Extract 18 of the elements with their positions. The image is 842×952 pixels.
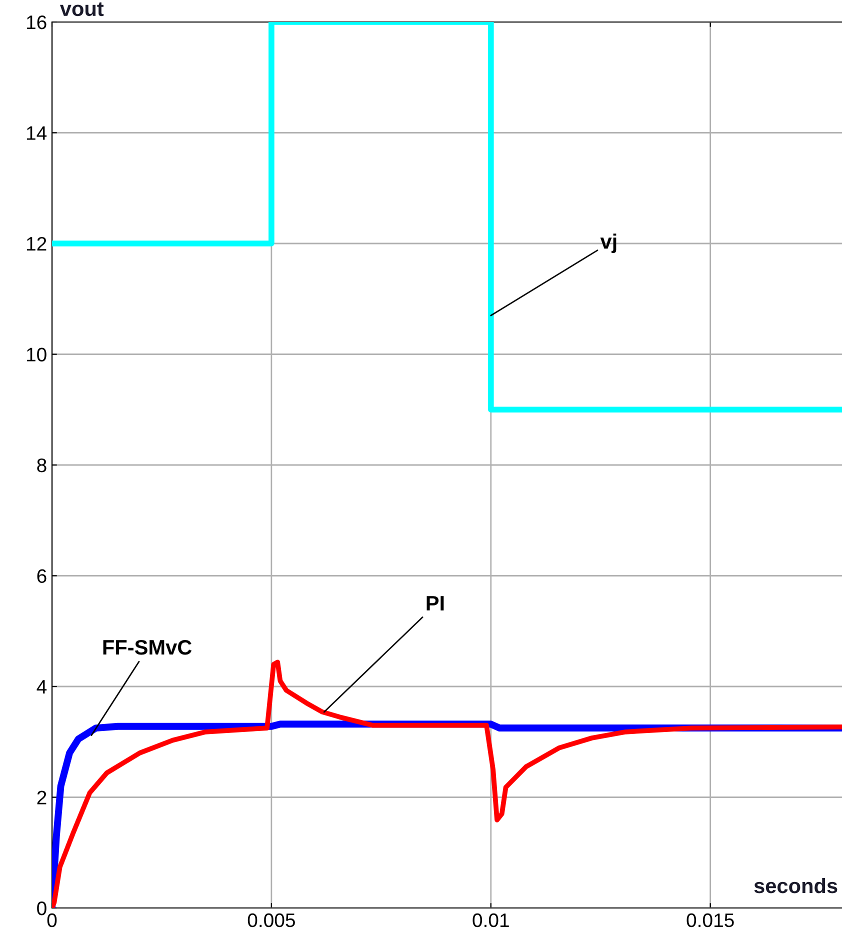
- annotation: PI: [426, 596, 444, 610]
- x-tick-label: 0.005: [248, 913, 295, 928]
- x-tick-label: 0.015: [686, 913, 734, 928]
- x-tick-label: 0.01: [472, 913, 509, 928]
- y-axis-title: vout: [60, 2, 104, 16]
- y-tick-label: 8: [37, 458, 46, 472]
- y-tick-label: 6: [37, 569, 46, 583]
- y-tick-label: 16: [26, 15, 46, 30]
- y-tick-label: 12: [26, 236, 46, 251]
- y-tick-label: 14: [26, 126, 47, 140]
- y-tick-label: 0: [37, 901, 46, 916]
- y-tick-label: 10: [26, 348, 46, 362]
- y-tick-label: 2: [37, 790, 46, 804]
- x-axis-title: seconds: [754, 878, 838, 894]
- annotation: FF-SMvC: [103, 640, 192, 655]
- annotation: vj: [600, 234, 616, 253]
- x-tick-label: 0: [47, 913, 57, 928]
- y-tick-label: 4: [36, 680, 47, 694]
